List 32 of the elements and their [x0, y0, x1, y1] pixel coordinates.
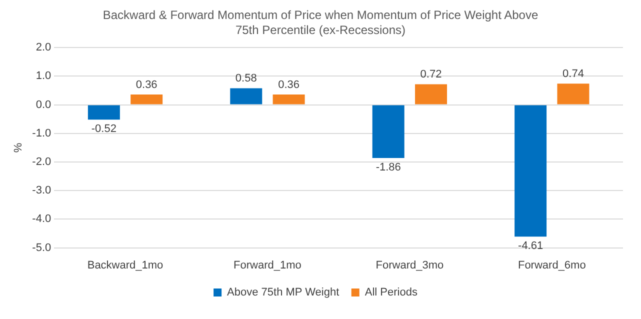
data-label: 0.36 [136, 79, 158, 92]
y-tick-label: -1.0 [32, 127, 52, 140]
chart-title: Backward & Forward Momentum of Price when Momentum of Price Weight Above 75th Percentile (ex-Recessions) [102, 8, 540, 38]
y-tick-label: -4.0 [32, 213, 52, 226]
y-tick-label: 0.0 [36, 98, 52, 111]
x-tick-label: Forward_6mo [518, 259, 586, 272]
bar [88, 105, 120, 120]
data-label: 0.58 [235, 72, 257, 85]
legend-label: All Periods [364, 286, 418, 299]
bar [557, 84, 590, 104]
y-tick-label: 2.0 [36, 42, 52, 54]
bar [272, 94, 305, 104]
data-label: -0.52 [91, 123, 116, 136]
y-axis-title: % [12, 142, 25, 153]
bar [415, 84, 448, 104]
bar [372, 105, 404, 158]
data-label: 0.36 [278, 79, 300, 92]
x-tick-label: Forward_3mo [376, 259, 444, 272]
x-tick-label: Backward_1mo [87, 259, 164, 272]
data-label: -4.61 [518, 240, 544, 252]
y-tick-label: -2.0 [32, 156, 52, 168]
bar [514, 105, 547, 237]
y-tick-label: 1.0 [36, 70, 52, 82]
x-tick-label: Forward_1mo [234, 259, 302, 272]
data-label: 0.74 [562, 68, 584, 80]
y-tick-label: -3.0 [32, 184, 52, 197]
data-label: 0.72 [420, 68, 442, 81]
legend-label: Above 75th MP Weight [227, 286, 340, 299]
data-label: -1.86 [376, 162, 401, 174]
bar [130, 94, 163, 104]
y-tick-label: -5.0 [32, 242, 52, 254]
bar [230, 88, 262, 104]
